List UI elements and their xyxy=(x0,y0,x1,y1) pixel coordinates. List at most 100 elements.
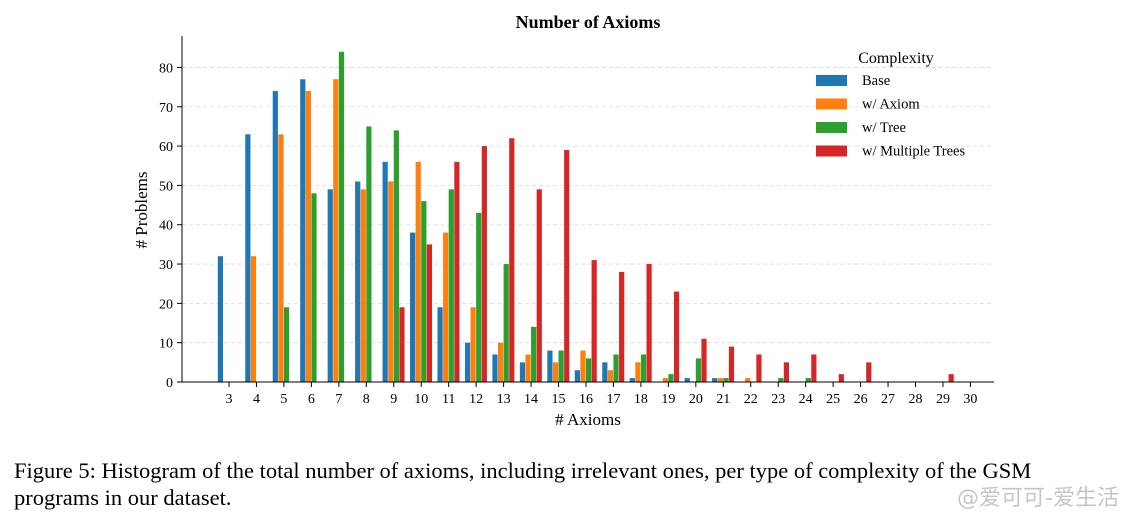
bar xyxy=(388,181,394,382)
legend-title: Complexity xyxy=(858,50,934,67)
bar xyxy=(547,350,553,382)
legend: Complexity Base w/ Axiom w/ Tree w/ Multiple… xyxy=(816,50,965,160)
legend-swatch xyxy=(816,98,847,110)
bar xyxy=(448,189,454,382)
y-tick-label: 60 xyxy=(159,140,173,155)
chart: Number of Axioms 0 10 20 30 40 50 60 70 80 3 4 5 6 7 8… xyxy=(132,12,994,429)
bar xyxy=(217,256,223,382)
bar xyxy=(646,264,652,382)
bar xyxy=(723,378,729,382)
y-tick-label: 20 xyxy=(159,297,173,312)
bar xyxy=(662,378,668,382)
bar xyxy=(673,291,680,382)
bar xyxy=(338,51,345,383)
bar xyxy=(552,362,559,382)
x-tick-label: 9 xyxy=(390,392,397,407)
bar xyxy=(811,354,817,382)
x-tick-label: 25 xyxy=(826,392,840,407)
bar xyxy=(580,350,586,382)
x-tick-label: 12 xyxy=(469,392,483,407)
x-tick-label: 17 xyxy=(606,392,620,407)
bar xyxy=(366,126,372,382)
bar xyxy=(426,244,433,382)
x-tick-label: 23 xyxy=(771,392,785,407)
bar xyxy=(421,201,427,382)
x-tick-label: 28 xyxy=(909,392,923,407)
x-tick-label: 5 xyxy=(280,392,287,407)
x-tick-label: 7 xyxy=(335,392,342,407)
bar xyxy=(300,79,306,382)
legend-swatch xyxy=(816,145,847,157)
bar xyxy=(393,130,399,382)
x-tick-label: 19 xyxy=(661,392,675,407)
bar xyxy=(531,326,537,382)
x-tick-label: 4 xyxy=(253,392,260,407)
bar xyxy=(805,378,811,382)
bar xyxy=(492,354,498,382)
bar xyxy=(668,374,674,382)
x-tick-label: 3 xyxy=(226,392,233,407)
bar xyxy=(613,354,619,382)
bar xyxy=(585,358,592,382)
bar xyxy=(399,307,405,382)
bar xyxy=(333,79,339,382)
bar xyxy=(410,232,416,382)
bar xyxy=(629,378,635,382)
watermark: @爱可可-爱生活 xyxy=(957,486,1119,511)
x-tick-label: 24 xyxy=(799,392,813,407)
x-tick-label: 30 xyxy=(963,392,977,407)
bar xyxy=(476,212,482,382)
bar xyxy=(564,150,570,382)
legend-swatch xyxy=(816,75,847,86)
bar xyxy=(327,189,333,382)
y-tick-label: 40 xyxy=(159,219,173,234)
bar xyxy=(437,307,443,382)
bar xyxy=(783,362,789,382)
x-tick-label: 8 xyxy=(363,392,370,407)
bar xyxy=(635,362,641,382)
bar xyxy=(443,232,449,382)
bar xyxy=(684,378,690,382)
legend-label: Base xyxy=(862,73,890,89)
bar xyxy=(701,338,707,382)
bar xyxy=(525,354,531,382)
x-tick-label: 16 xyxy=(579,392,593,407)
x-tick-label: 18 xyxy=(634,392,648,407)
x-tick-label: 13 xyxy=(497,392,511,407)
bar xyxy=(574,370,580,382)
x-tick-label: 11 xyxy=(442,392,455,407)
bar xyxy=(311,193,317,382)
legend-label: w/ Multiple Trees xyxy=(862,144,965,160)
y-tick-label: 10 xyxy=(159,337,173,352)
bar xyxy=(536,189,542,382)
x-axis-label: # Axioms xyxy=(555,410,621,429)
grid-lines xyxy=(182,67,994,344)
x-tick-label: 10 xyxy=(414,392,428,407)
x-tick-label: 6 xyxy=(308,392,315,407)
bar xyxy=(838,374,844,382)
bar xyxy=(272,91,278,382)
bar xyxy=(756,354,762,382)
bar xyxy=(866,362,872,382)
bar xyxy=(558,350,564,382)
x-tick-label: 22 xyxy=(744,392,758,407)
legend-label: w/ Axiom xyxy=(862,97,920,113)
bar xyxy=(415,161,421,382)
bar xyxy=(283,307,290,382)
figure-caption: Figure 5: Histogram of the total number … xyxy=(14,458,1032,510)
bar xyxy=(717,378,723,382)
x-tick-label: 15 xyxy=(552,392,566,407)
bar xyxy=(712,378,718,382)
bar xyxy=(498,342,504,382)
bar xyxy=(278,134,284,382)
bar xyxy=(519,362,526,382)
legend-swatch xyxy=(816,122,847,133)
bar xyxy=(778,378,784,382)
legend-label: w/ Tree xyxy=(862,120,906,136)
bar xyxy=(619,271,625,382)
bar xyxy=(464,342,471,382)
axes: 0 10 20 30 40 50 60 70 80 3 4 5 6 7 8 9 10 11 12 13 14 15 16 17… xyxy=(159,36,994,407)
bar xyxy=(503,264,509,382)
y-axis-label: # Problems xyxy=(132,172,151,249)
bar xyxy=(454,161,460,382)
